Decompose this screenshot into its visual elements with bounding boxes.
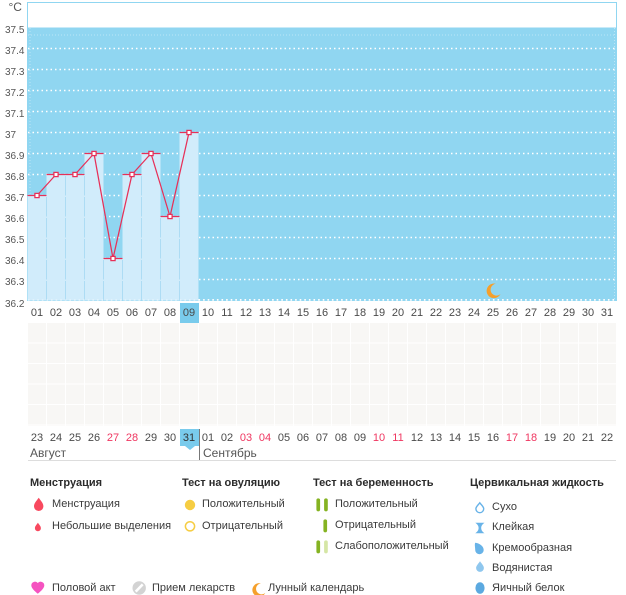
svg-text:°C: °C — [9, 0, 23, 14]
svg-text:36.5: 36.5 — [5, 235, 25, 246]
svg-text:37.2: 37.2 — [5, 88, 25, 99]
svg-text:37: 37 — [5, 130, 17, 141]
svg-text:36.9: 36.9 — [5, 151, 25, 162]
svg-text:36.8: 36.8 — [5, 172, 25, 183]
svg-text:36.2: 36.2 — [5, 299, 25, 310]
svg-text:36.3: 36.3 — [5, 277, 25, 288]
svg-text:37.1: 37.1 — [5, 109, 25, 120]
svg-text:37.4: 37.4 — [5, 46, 25, 57]
svg-text:37.5: 37.5 — [5, 25, 25, 36]
svg-text:36.6: 36.6 — [5, 214, 25, 225]
svg-text:36.7: 36.7 — [5, 193, 25, 204]
svg-text:36.4: 36.4 — [5, 256, 25, 267]
svg-text:37.3: 37.3 — [5, 67, 25, 78]
